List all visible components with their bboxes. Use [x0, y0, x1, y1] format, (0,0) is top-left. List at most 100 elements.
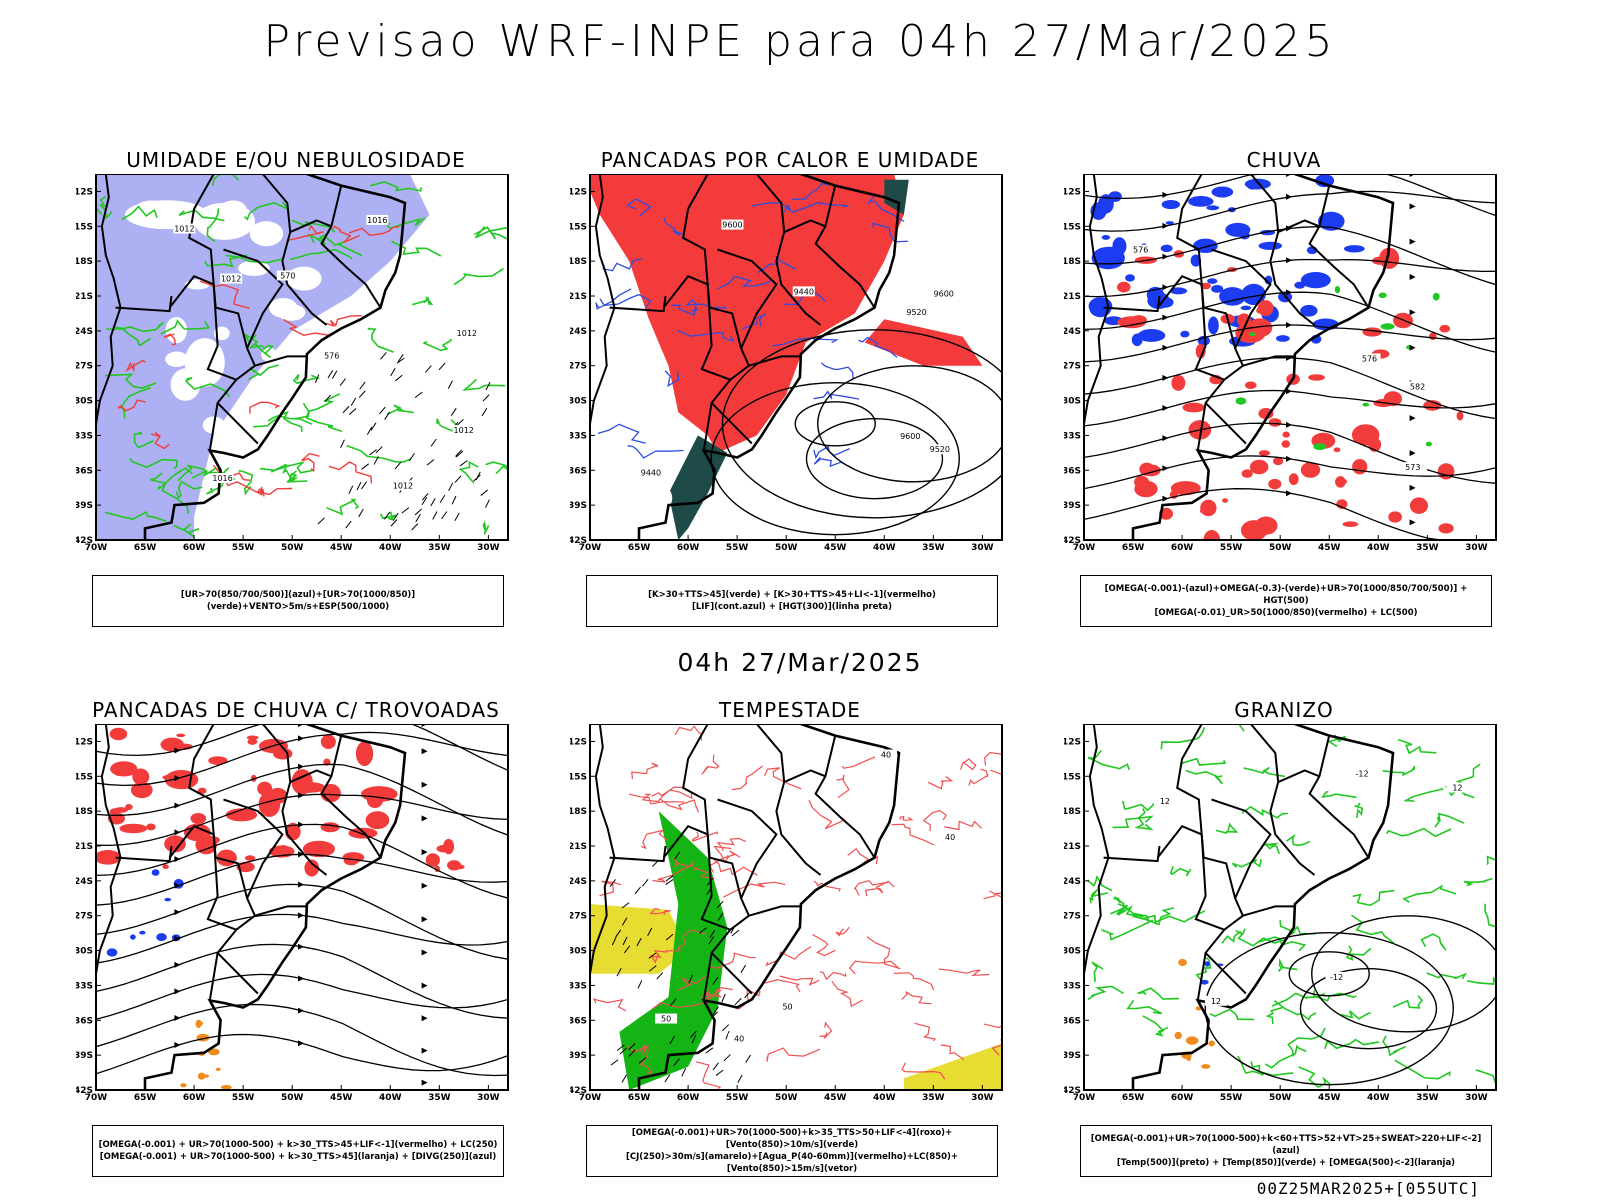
contour-label: 576: [324, 351, 339, 360]
contour-label: 1012: [393, 481, 413, 490]
clear-area: [185, 338, 225, 387]
lat-tick-label: 39S: [76, 1051, 93, 1061]
rain-fill-red: [1343, 521, 1359, 527]
legend-line: [OMEGA(-0.01)_UR>50(1000/850)(vermelho) …: [1154, 607, 1417, 619]
lat-tick-label: 36S: [1064, 1016, 1081, 1026]
lon-tick-label: 50W: [1269, 543, 1292, 553]
lat-tick-label: 24S: [76, 327, 93, 337]
rain-fill-red: [1289, 473, 1299, 485]
thunder-fill-red: [437, 845, 452, 853]
contour-label: 40: [881, 750, 891, 759]
map-canvas: 58257657657657312S15S18S21S24S27S30S33S3…: [1064, 174, 1504, 574]
lon-tick-label: 70W: [579, 1093, 602, 1103]
contour-label: 9520: [906, 308, 926, 317]
rain-fill-red: [1222, 498, 1228, 503]
thunder-fill-red: [453, 864, 464, 869]
lat-tick-label: 24S: [1064, 327, 1081, 337]
legend-line: [OMEGA(-0.001) + UR>70(1000-500) + k>30_…: [100, 1151, 496, 1163]
lon-tick-label: 40W: [1367, 1093, 1390, 1103]
legend-line: [UR>70(850/700/500)](azul)+[UR>70(1000/8…: [93, 589, 503, 613]
lat-tick-label: 39S: [1064, 501, 1081, 511]
thunder-fill-red: [205, 836, 220, 844]
omega-fill-orange: [1178, 959, 1187, 966]
lon-tick-label: 30W: [477, 543, 500, 553]
legend-line: [OMEGA(-0.001)-(azul)+OMEGA(-0.3)-(verde…: [1081, 583, 1491, 607]
lat-tick-label: 18S: [1064, 807, 1081, 817]
divergence-fill-blue: [139, 931, 145, 935]
thunder-fill-red: [162, 864, 168, 869]
thunder-fill-red: [321, 735, 336, 749]
omega-fill-orange: [1208, 1041, 1215, 1047]
rain-fill-blue: [1344, 245, 1365, 252]
lat-tick-label: 12S: [570, 737, 587, 747]
lon-tick-label: 30W: [1465, 1093, 1488, 1103]
rain-fill-blue: [1102, 235, 1111, 240]
lon-tick-label: 40W: [873, 543, 896, 553]
lon-tick-label: 50W: [1269, 1093, 1292, 1103]
rain-fill-blue: [1208, 317, 1219, 335]
omega-fill-orange: [1201, 1064, 1210, 1069]
rain-fill-red: [1352, 459, 1367, 474]
legend-box: [OMEGA(-0.001)+UR>70(1000-500)+k>35_TTS>…: [586, 1125, 998, 1177]
rain-fill-blue: [1301, 272, 1331, 288]
lat-tick-label: 30S: [76, 397, 93, 407]
lon-tick-label: 40W: [1367, 543, 1390, 553]
lat-tick-label: 27S: [76, 362, 93, 372]
lat-tick-label: 18S: [570, 807, 587, 817]
rain-fill-red: [1457, 411, 1464, 420]
legend-box: [UR>70(850/700/500)](azul)+[UR>70(1000/8…: [92, 575, 504, 627]
map-canvas: 101210121012101210161016101257657012S15S…: [76, 174, 516, 574]
rain-fill-green: [1249, 332, 1257, 336]
panel-chuva: CHUVA 58257657657657312S15S18S21S24S27S3…: [1064, 148, 1504, 628]
thunder-fill-red: [110, 761, 137, 776]
lat-tick-label: 21S: [1064, 842, 1081, 852]
lat-tick-label: 21S: [1064, 292, 1081, 302]
clear-area: [269, 298, 298, 318]
lon-tick-label: 70W: [579, 543, 602, 553]
lon-tick-label: 65W: [628, 1093, 651, 1103]
lat-tick-label: 27S: [570, 362, 587, 372]
contour-label: 40: [734, 1034, 744, 1043]
lat-tick-label: 33S: [76, 431, 93, 441]
contour-label: 50: [661, 1015, 671, 1024]
rain-fill-red: [1245, 382, 1257, 389]
legend-line: [LIF](cont.azul) + [HGT(300)](linha pret…: [692, 601, 892, 613]
rain-fill-red: [1269, 418, 1282, 427]
map-canvas: 960096009520944094409600952012S15S18S21S…: [570, 174, 1010, 574]
omega-fill-orange: [1175, 1032, 1182, 1039]
lon-tick-label: 35W: [428, 1093, 451, 1103]
lon-tick-label: 55W: [1220, 543, 1243, 553]
rain-fill-red: [1282, 432, 1289, 438]
lat-tick-label: 12S: [76, 187, 93, 197]
panel-title: TEMPESTADE: [570, 698, 1010, 722]
panel-trovoadas: PANCADAS DE CHUVA C/ TROVOADAS 12S 15S 18S…: [76, 698, 516, 1178]
thunder-fill-red: [115, 768, 120, 776]
legend-box: [K>30+TTS>45](verde) + [K>30+TTS>45+LI<-…: [586, 575, 998, 627]
lat-tick-label: 36S: [570, 466, 587, 476]
rain-fill-green: [1313, 443, 1326, 450]
rain-fill-red: [1117, 282, 1131, 293]
lat-tick-label: 27S: [1064, 912, 1081, 922]
lon-tick-label: 50W: [281, 1093, 304, 1103]
contour-label: 1016: [367, 216, 387, 225]
legend-line: [CJ(250)>30m/s](amarelo)+[Agua_P(40-60mm…: [587, 1151, 997, 1175]
rain-fill-blue: [1106, 317, 1117, 323]
lon-tick-label: 45W: [330, 543, 353, 553]
thunder-fill-red: [110, 728, 128, 740]
lat-tick-label: 36S: [1064, 466, 1081, 476]
legend-line: [OMEGA(-0.001)+UR>70(1000-500)+k>35_TTS>…: [587, 1127, 997, 1151]
rain-fill-red: [1259, 450, 1270, 456]
lon-tick-label: 65W: [1122, 1093, 1145, 1103]
lon-tick-label: 35W: [428, 543, 451, 553]
contour-label: 1012: [454, 426, 474, 435]
contour-label: 12: [1160, 797, 1170, 806]
thunder-fill-red: [366, 811, 390, 829]
rain-fill-blue: [1108, 191, 1121, 202]
rain-fill-blue: [1206, 205, 1219, 210]
rain-fill-red: [1241, 520, 1268, 541]
legend-box: [OMEGA(-0.001)+UR>70(1000-500)+k<60+TTS>…: [1080, 1125, 1492, 1177]
thunder-fill-red: [247, 736, 259, 740]
rain-fill-green: [1426, 442, 1432, 447]
rain-fill-green: [1335, 286, 1340, 293]
lat-tick-label: 39S: [76, 501, 93, 511]
